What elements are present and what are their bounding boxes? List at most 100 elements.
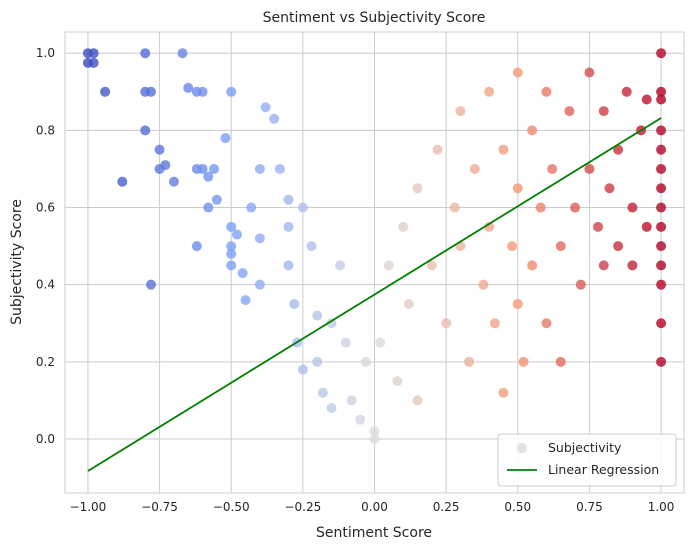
scatter-point: [183, 82, 194, 93]
scatter-point: [88, 48, 99, 59]
scatter-point: [656, 260, 667, 271]
scatter-point: [469, 163, 480, 174]
chart-title: Sentiment vs Subjectivity Score: [263, 10, 486, 26]
scatter-point: [656, 48, 667, 59]
y-tick-label: 0.2: [36, 355, 55, 369]
scatter-point: [203, 202, 214, 213]
scatter-point: [306, 241, 317, 252]
scatter-point: [226, 241, 237, 252]
scatter-point: [274, 163, 285, 174]
y-tick-label: 0.8: [36, 123, 55, 137]
scatter-point: [507, 241, 518, 252]
y-tick-labels: 0.0 0.2 0.4 0.6 0.8 1.0: [36, 46, 55, 446]
scatter-point: [335, 260, 346, 271]
scatter-point: [317, 387, 328, 398]
scatter-point: [621, 86, 632, 97]
scatter-point: [289, 298, 300, 309]
x-tick-label: 0.00: [361, 500, 388, 514]
scatter-point: [260, 102, 271, 113]
y-tick-label: 1.0: [36, 46, 55, 60]
y-axis-label: Subjectivity Score: [9, 199, 25, 325]
scatter-point: [656, 318, 667, 329]
scatter-point: [283, 194, 294, 205]
scatter-point: [441, 318, 452, 329]
scatter-point: [355, 414, 366, 425]
scatter-point: [512, 183, 523, 194]
scatter-point: [656, 183, 667, 194]
scatter-point: [312, 310, 323, 321]
scatter-point: [656, 144, 667, 155]
scatter-point: [254, 163, 265, 174]
scatter-point: [369, 426, 380, 437]
regression-line: [87, 117, 662, 472]
scatter-point: [512, 67, 523, 78]
scatter-point: [237, 268, 248, 279]
scatter-point: [240, 295, 251, 306]
scatter-point: [412, 395, 423, 406]
scatter-point: [512, 298, 523, 309]
scatter-point: [641, 94, 652, 105]
scatter-point: [527, 260, 538, 271]
x-tick-label: −0.75: [141, 500, 178, 514]
scatter-point: [231, 229, 242, 240]
plot-frame: [64, 31, 685, 494]
scatter-point: [88, 57, 99, 68]
legend-box: [497, 433, 677, 487]
scatter-point: [154, 144, 165, 155]
y-tick-label: 0.4: [36, 278, 55, 292]
y-tick-label: 0.0: [36, 432, 55, 446]
scatter-point: [283, 221, 294, 232]
scatter-point: [197, 163, 208, 174]
scatter-point: [398, 221, 409, 232]
scatter-point: [455, 106, 466, 117]
scatter-points: [82, 48, 667, 444]
scatter-point: [117, 176, 128, 187]
scatter-point: [555, 241, 566, 252]
scatter-point: [656, 125, 667, 136]
scatter-point: [656, 86, 667, 97]
scatter-point: [211, 194, 222, 205]
x-tick-label: 0.50: [504, 500, 531, 514]
y-tick-label: 0.6: [36, 201, 55, 215]
scatter-point: [369, 433, 380, 444]
scatter-point: [297, 364, 308, 375]
scatter-point: [297, 202, 308, 213]
scatter-point: [498, 387, 509, 398]
scatter-point: [564, 106, 575, 117]
scatter-point: [326, 403, 337, 414]
x-tick-label: −0.25: [284, 500, 321, 514]
scatter-point: [547, 163, 558, 174]
scatter-point: [464, 356, 475, 367]
scatter-point: [498, 144, 509, 155]
scatter-point: [140, 48, 151, 59]
scatter-point: [392, 376, 403, 387]
scatter-point: [412, 183, 423, 194]
scatter-point: [613, 241, 624, 252]
scatter-point: [627, 202, 638, 213]
scatter-point: [656, 94, 667, 105]
legend: Subjectivity Linear Regression: [497, 433, 677, 487]
scatter-point: [426, 260, 437, 271]
scatter-point: [283, 260, 294, 271]
scatter-point: [168, 176, 179, 187]
scatter-point: [535, 202, 546, 213]
scatter-point: [226, 248, 237, 259]
scatter-point: [484, 221, 495, 232]
x-tick-label: −0.50: [213, 500, 250, 514]
x-tick-label: −1.00: [70, 500, 107, 514]
scatter-point: [197, 86, 208, 97]
scatter-point: [360, 356, 371, 367]
scatter-point: [220, 133, 231, 144]
scatter-point: [160, 160, 171, 171]
scatter-point: [191, 241, 202, 252]
scatter-point: [656, 356, 667, 367]
legend-label-subjectivity: Subjectivity: [548, 440, 622, 455]
scatter-point: [593, 221, 604, 232]
legend-marker-subjectivity: [517, 443, 527, 453]
legend-label-regression: Linear Regression: [548, 462, 659, 477]
scatter-point: [269, 113, 280, 124]
scatter-point: [656, 221, 667, 232]
x-tick-label: 1.00: [648, 500, 675, 514]
scatter-point: [584, 163, 595, 174]
